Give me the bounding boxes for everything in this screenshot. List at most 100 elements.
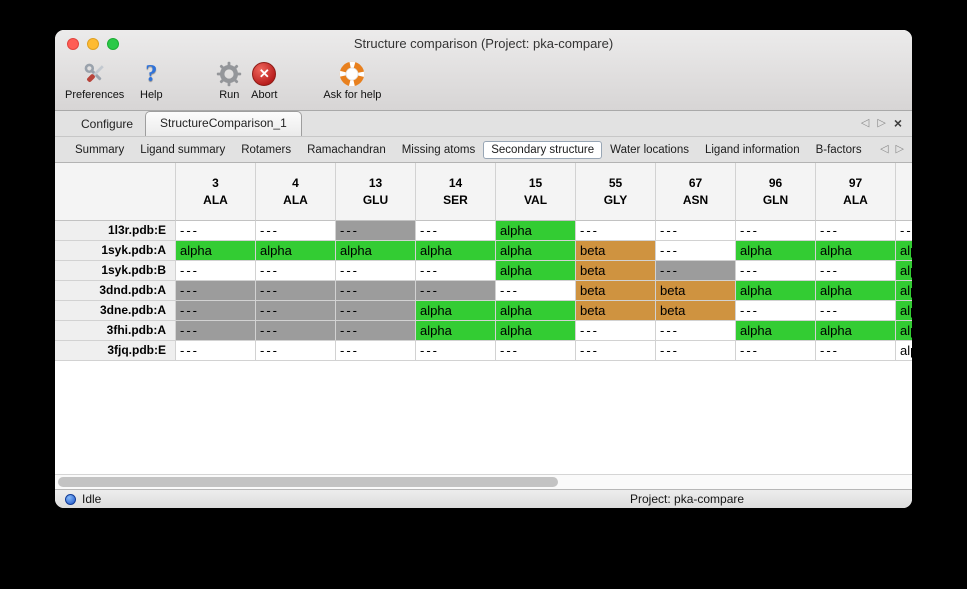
ss-cell[interactable]: ---	[336, 341, 416, 361]
ss-cell[interactable]: ---	[496, 281, 576, 301]
ss-cell[interactable]: ---	[176, 261, 256, 281]
ss-cell[interactable]: ---	[336, 321, 416, 341]
scrollbar-thumb[interactable]	[58, 477, 558, 487]
ss-cell[interactable]: alpha	[416, 301, 496, 321]
ss-cell[interactable]: ---	[256, 221, 336, 241]
column-header[interactable]: 97 ALA	[816, 163, 896, 221]
ss-cell[interactable]: ---	[176, 341, 256, 361]
ss-cell[interactable]: ---	[336, 261, 416, 281]
ss-cell[interactable]: alpha	[176, 241, 256, 261]
ss-cell[interactable]: ---	[416, 221, 496, 241]
tab-water-locations[interactable]: Water locations	[610, 143, 689, 156]
ss-cell[interactable]: alpha	[496, 321, 576, 341]
ss-cell[interactable]: alpha	[896, 241, 912, 261]
column-header[interactable]: 67 ASN	[656, 163, 736, 221]
ss-cell[interactable]: ---	[416, 261, 496, 281]
row-label[interactable]: 1l3r.pdb:E	[55, 221, 176, 241]
ss-cell[interactable]: alpha	[736, 321, 816, 341]
ss-cell[interactable]: ---	[576, 341, 656, 361]
tab-ligand-summary[interactable]: Ligand summary	[140, 143, 226, 156]
ss-cell[interactable]: alpha	[896, 341, 912, 361]
row-label[interactable]: 3fjq.pdb:E	[55, 341, 176, 361]
subtab-next-icon[interactable]: ▷	[895, 143, 904, 155]
ss-cell[interactable]: alpha	[496, 221, 576, 241]
ss-cell[interactable]: alpha	[896, 301, 912, 321]
ss-cell[interactable]: ---	[656, 241, 736, 261]
column-header[interactable]: 96 GLN	[736, 163, 816, 221]
ss-cell[interactable]: ---	[256, 261, 336, 281]
ss-cell[interactable]: ---	[256, 341, 336, 361]
ss-cell[interactable]: alpha	[896, 261, 912, 281]
ss-cell[interactable]: ---	[256, 281, 336, 301]
ss-cell[interactable]: ---	[416, 281, 496, 301]
tab-ramachandran[interactable]: Ramachandran	[307, 143, 386, 156]
tab-missing-atoms[interactable]: Missing atoms	[401, 143, 476, 156]
help-button[interactable]: ? Help	[136, 60, 166, 101]
column-header[interactable]: 4 ALA	[256, 163, 336, 221]
ss-cell[interactable]: ---	[656, 261, 736, 281]
ss-cell[interactable]: alpha	[896, 281, 912, 301]
ss-cell[interactable]: alpha	[496, 241, 576, 261]
ss-cell[interactable]: beta	[576, 281, 656, 301]
ss-cell[interactable]: ---	[576, 221, 656, 241]
tab-structurecomparison-1[interactable]: StructureComparison_1	[145, 111, 302, 136]
zoom-traffic-light[interactable]	[107, 37, 119, 50]
row-label[interactable]: 3dnd.pdb:A	[55, 281, 176, 301]
ss-cell[interactable]: beta	[656, 281, 736, 301]
ss-cell[interactable]: ---	[896, 221, 912, 241]
ss-cell[interactable]: alpha	[816, 281, 896, 301]
ss-cell[interactable]: ---	[736, 221, 816, 241]
column-header[interactable]: 14 SER	[416, 163, 496, 221]
ss-cell[interactable]: beta	[576, 301, 656, 321]
ss-cell[interactable]: ---	[176, 321, 256, 341]
ss-cell[interactable]: alpha	[736, 281, 816, 301]
ss-cell[interactable]: ---	[816, 341, 896, 361]
ss-cell[interactable]: ---	[176, 281, 256, 301]
ss-cell[interactable]: ---	[656, 221, 736, 241]
column-header[interactable]	[896, 163, 912, 221]
ss-cell[interactable]: ---	[816, 221, 896, 241]
ss-cell[interactable]: alpha	[416, 321, 496, 341]
ss-cell[interactable]: ---	[256, 321, 336, 341]
ss-cell[interactable]: ---	[496, 341, 576, 361]
run-button[interactable]: Run	[214, 60, 244, 101]
ss-cell[interactable]: alpha	[496, 261, 576, 281]
minimize-traffic-light[interactable]	[87, 37, 99, 50]
preferences-button[interactable]: Preferences	[65, 60, 124, 101]
tab-next-icon[interactable]: ▷	[877, 116, 886, 129]
ss-cell[interactable]: alpha	[416, 241, 496, 261]
tab-b-factors[interactable]: B-factors	[815, 143, 862, 156]
ss-cell[interactable]: alpha	[896, 321, 912, 341]
row-label[interactable]: 1syk.pdb:B	[55, 261, 176, 281]
ss-cell[interactable]: ---	[656, 341, 736, 361]
ss-cell[interactable]: ---	[416, 341, 496, 361]
ss-cell[interactable]: beta	[576, 241, 656, 261]
ss-cell[interactable]: ---	[336, 281, 416, 301]
ss-cell[interactable]: beta	[576, 261, 656, 281]
ss-cell[interactable]: alpha	[336, 241, 416, 261]
ss-cell[interactable]: ---	[256, 301, 336, 321]
tab-summary[interactable]: Summary	[75, 143, 125, 156]
ss-cell[interactable]: ---	[736, 301, 816, 321]
column-header[interactable]: 55 GLY	[576, 163, 656, 221]
ss-cell[interactable]: ---	[176, 301, 256, 321]
ask-for-help-button[interactable]: Ask for help	[323, 60, 381, 101]
ss-cell[interactable]: ---	[336, 221, 416, 241]
ss-cell[interactable]: ---	[656, 321, 736, 341]
tab-secondary-structure[interactable]: Secondary structure	[483, 140, 603, 159]
column-header[interactable]: 15 VAL	[496, 163, 576, 221]
column-header[interactable]: 13 GLU	[336, 163, 416, 221]
ss-cell[interactable]: beta	[656, 301, 736, 321]
abort-button[interactable]: ✕ Abort	[249, 60, 279, 101]
tab-ligand-information[interactable]: Ligand information	[704, 143, 800, 156]
ss-cell[interactable]: ---	[576, 321, 656, 341]
ss-cell[interactable]: alpha	[816, 241, 896, 261]
tab-rotamers[interactable]: Rotamers	[241, 143, 292, 156]
ss-cell[interactable]: ---	[816, 261, 896, 281]
ss-cell[interactable]: ---	[736, 261, 816, 281]
row-label[interactable]: 1syk.pdb:A	[55, 241, 176, 261]
horizontal-scrollbar[interactable]	[55, 474, 912, 489]
ss-cell[interactable]: alpha	[736, 241, 816, 261]
subtab-prev-icon[interactable]: ◁	[880, 143, 889, 155]
ss-cell[interactable]: ---	[336, 301, 416, 321]
